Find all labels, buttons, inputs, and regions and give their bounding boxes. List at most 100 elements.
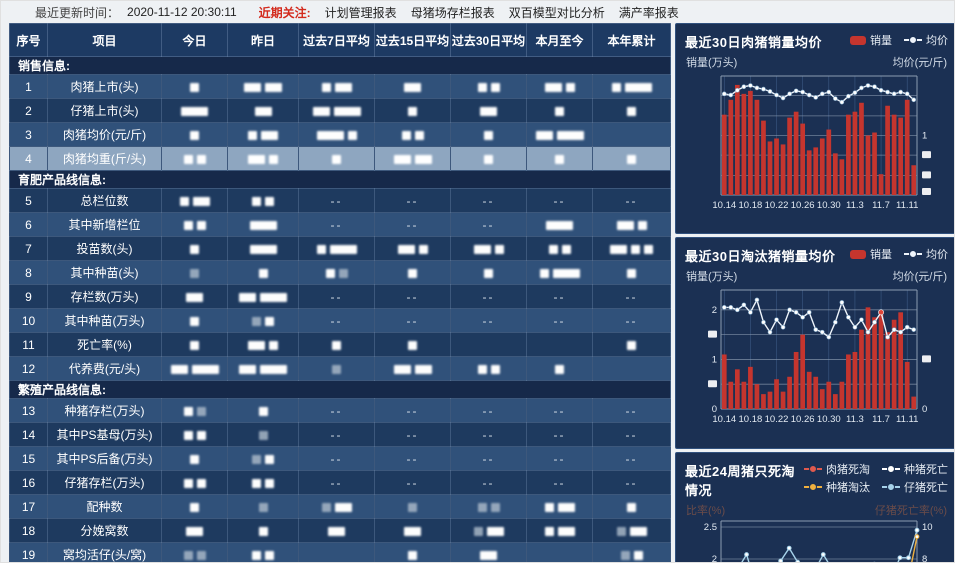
data-cell [161, 542, 228, 562]
data-cell [374, 542, 451, 562]
redacted-value-block [393, 154, 411, 164]
legend-item-均价[interactable]: 均价 [904, 246, 948, 262]
empty-value-dashes: -- [482, 289, 495, 304]
data-cell [592, 146, 671, 171]
svg-text:10.18: 10.18 [739, 414, 763, 425]
redacted-value-block [316, 130, 344, 140]
section-header-label: 繁殖产品线信息: [9, 380, 671, 399]
redacted-value-block [644, 244, 653, 254]
svg-text:11.3: 11.3 [846, 414, 864, 425]
table-row[interactable]: 11 死亡率(%) [9, 332, 671, 357]
data-cell: -- [526, 470, 593, 495]
row-number: 5 [9, 188, 48, 213]
empty-value-dashes: -- [553, 403, 566, 418]
table-row[interactable]: 7 投苗数(头) [9, 236, 671, 261]
table-row[interactable]: 12 代养费(元/头) [9, 356, 671, 381]
svg-text:10.14: 10.14 [712, 414, 736, 425]
redacted-value-block [332, 340, 341, 350]
redacted-value-block [196, 550, 206, 560]
row-item-name: 肉猪上市(头) [47, 74, 162, 99]
svg-text:10.22: 10.22 [765, 200, 789, 211]
redacted-value-block [258, 502, 268, 512]
redacted-value-block [252, 196, 261, 206]
redacted-value-block [610, 244, 627, 254]
redacted-value-block [627, 106, 636, 116]
data-cell: -- [450, 470, 527, 495]
main-content: 序号 项目 今日 昨日 过去7日平均 过去15日平均 过去30日平均 本月至今 本年累计 销售信… [9, 23, 954, 562]
data-cell [227, 308, 299, 333]
left-axis-title: 销量(万头) [686, 57, 738, 69]
table-row[interactable]: 14 其中PS基母(万头) -- -- -- -- -- [9, 422, 671, 447]
table-row[interactable]: 10 其中种苗(万头) -- -- -- -- -- [9, 308, 671, 333]
table-row[interactable]: 18 分娩窝数 [9, 518, 671, 543]
table-row[interactable]: 5 总栏位数 -- -- -- -- -- [9, 188, 671, 213]
empty-value-dashes: -- [482, 193, 495, 208]
chart-canvas: 2.521.51086 [704, 520, 933, 562]
legend-bar-swatch-icon [850, 249, 866, 259]
row-item-name: 其中种苗(头) [47, 260, 162, 285]
row-item-name: 其中PS后备(万头) [47, 446, 162, 471]
data-cell [161, 284, 228, 309]
redacted-value-block [546, 220, 573, 230]
redacted-value-block [338, 268, 348, 278]
redacted-value-block [254, 106, 272, 116]
data-cell [526, 260, 593, 285]
legend-item-均价[interactable]: 均价 [904, 32, 948, 48]
table-row[interactable]: 16 仔猪存栏(万头) -- -- -- -- -- [9, 470, 671, 495]
table-row[interactable]: 2 仔猪上市(头) [9, 98, 671, 123]
report-link-3[interactable]: 满产率报表 [618, 5, 679, 20]
table-row[interactable]: 1 肉猪上市(头) [9, 74, 671, 99]
redacted-value-block [548, 244, 558, 254]
legend-line-dot-icon [804, 465, 822, 473]
redacted-value-block [321, 82, 331, 92]
data-cell: -- [526, 446, 593, 471]
table-row[interactable]: 13 种猪存栏(万头) -- -- -- -- -- [9, 398, 671, 423]
row-item-name: 仔猪存栏(万头) [47, 470, 162, 495]
data-cell: -- [526, 422, 593, 447]
table-row[interactable]: 17 配种数 [9, 494, 671, 519]
redacted-value-block [190, 130, 199, 140]
report-link-0[interactable]: 计划管理报表 [324, 5, 397, 20]
redacted-value-block [494, 244, 504, 254]
legend-item-销量[interactable]: 销量 [850, 246, 892, 262]
legend-item-仔猪死亡[interactable]: 仔猪死亡 [882, 479, 948, 495]
charts-column: 最近30日肉猪销量均价 销量 均价 销量(万头) 均价(元/斤) 1 10.14 10.18 1… [675, 23, 954, 562]
legend-item-销量[interactable]: 销量 [850, 32, 892, 48]
redacted-value-block [186, 526, 203, 536]
column-header-5: 过去15日平均 [374, 23, 451, 57]
redacted-value-block [404, 82, 421, 92]
data-cell [592, 542, 671, 562]
legend-item-种猪淘汰[interactable]: 种猪淘汰 [804, 479, 870, 495]
redacted-value-block [611, 82, 621, 92]
table-row[interactable]: 9 存栏数(万头) -- -- -- -- -- [9, 284, 671, 309]
redacted-value-block [555, 154, 564, 164]
data-cell [298, 494, 375, 519]
data-cell [374, 236, 451, 261]
legend-item-肉猪死淘[interactable]: 肉猪死淘 [804, 461, 870, 477]
data-cell: -- [526, 284, 593, 309]
row-item-name: 窝均活仔(头/窝) [47, 542, 162, 562]
column-header-2: 今日 [161, 23, 228, 57]
report-link-1[interactable]: 母猪场存栏报表 [410, 5, 495, 20]
redacted-value-block [627, 340, 636, 350]
table-row[interactable]: 15 其中PS后备(万头) -- -- -- -- -- [9, 446, 671, 471]
data-cell [227, 122, 299, 147]
table-row[interactable]: 6 其中新增栏位 -- -- -- [9, 212, 671, 237]
data-cell: -- [374, 398, 451, 423]
row-number: 13 [9, 398, 48, 423]
report-link-2[interactable]: 双百模型对比分析 [508, 5, 605, 20]
svg-text:1: 1 [922, 131, 927, 142]
data-cell: -- [450, 446, 527, 471]
redacted-value-block [414, 364, 432, 374]
row-number: 9 [9, 284, 48, 309]
legend-item-种猪死亡[interactable]: 种猪死亡 [882, 461, 948, 477]
table-row-selected[interactable]: 4 肉猪均重(斤/头) [9, 146, 671, 171]
data-cell [450, 122, 527, 147]
redacted-value-block [190, 268, 199, 278]
table-row[interactable]: 19 窝均活仔(头/窝) [9, 542, 671, 562]
table-row[interactable]: 3 肉猪均价(元/斤) [9, 122, 671, 147]
empty-value-dashes: -- [406, 193, 419, 208]
data-cell [526, 356, 593, 381]
table-row[interactable]: 8 其中种苗(头) [9, 260, 671, 285]
